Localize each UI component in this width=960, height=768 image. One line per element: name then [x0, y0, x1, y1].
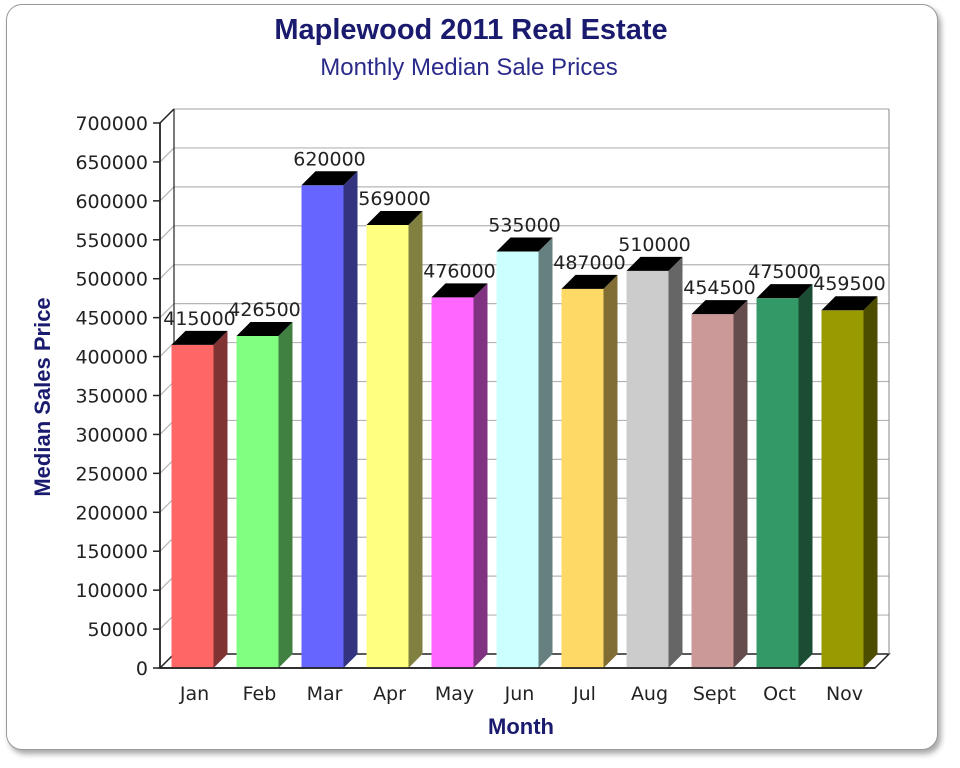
y-tick-label: 550000 — [75, 230, 148, 252]
x-tick-label: Jan — [179, 683, 209, 705]
bar-top — [561, 274, 618, 289]
bar-aug — [626, 270, 669, 668]
gridline-slant — [159, 186, 175, 202]
x-tick-label: Sept — [693, 683, 736, 705]
bar-sept — [691, 314, 734, 668]
gridline-slant — [159, 303, 175, 319]
bar-top — [171, 330, 228, 345]
data-label: 535000 — [488, 214, 561, 236]
bar-side — [343, 171, 358, 669]
bar-side — [863, 296, 878, 668]
x-tick-label: Apr — [373, 683, 406, 705]
y-tick-label: 250000 — [75, 463, 148, 485]
gridline-slant — [159, 264, 175, 280]
x-tick-label: May — [435, 683, 474, 705]
data-label: 426500 — [228, 299, 301, 321]
bar-feb — [236, 335, 279, 668]
x-tick-label: Feb — [243, 683, 277, 705]
bar-nov — [821, 310, 864, 668]
bar-top — [821, 296, 878, 311]
bar-side — [473, 283, 488, 668]
x-tick-label: Jul — [572, 683, 596, 705]
y-tick-label: 500000 — [75, 269, 148, 291]
bar-top — [496, 237, 553, 252]
bar-top — [626, 256, 683, 271]
bar-side — [603, 274, 618, 668]
y-axis-title: Median Sales Price — [30, 297, 55, 496]
y-tick-label: 400000 — [75, 347, 148, 369]
bar-jun — [496, 251, 539, 668]
y-tick-label: 350000 — [75, 386, 148, 408]
data-label: 459500 — [813, 273, 886, 295]
bar-may — [431, 297, 474, 668]
bar-jan — [171, 344, 214, 668]
bar-top — [756, 284, 813, 299]
bar-apr — [366, 224, 409, 668]
y-tick-label: 650000 — [75, 152, 148, 174]
chart-subtitle: Monthly Median Sale Prices — [320, 54, 617, 81]
bar-side — [733, 300, 748, 668]
x-tick-label: Aug — [631, 683, 668, 705]
y-tick-label: 50000 — [88, 619, 148, 641]
data-label: 510000 — [618, 234, 691, 256]
bar-side — [408, 210, 423, 668]
bar-top — [301, 171, 358, 186]
y-tick-label: 0 — [136, 658, 148, 680]
y-tick-label: 450000 — [75, 308, 148, 330]
y-axis-top-slant — [159, 108, 175, 124]
gridline-slant — [159, 147, 175, 163]
bar-top — [236, 321, 293, 336]
y-tick-label: 150000 — [75, 541, 148, 563]
bar-top — [431, 283, 488, 298]
y-tick-label: 200000 — [75, 502, 148, 524]
bar-side — [538, 237, 553, 668]
bar-side — [798, 284, 813, 668]
data-label: 487000 — [553, 252, 626, 274]
data-label: 454500 — [683, 277, 756, 299]
bar-top — [691, 300, 748, 315]
y-tick-label: 700000 — [75, 113, 148, 135]
x-tick-label: Jun — [504, 683, 535, 705]
bar-oct — [756, 298, 799, 668]
bar-side — [213, 330, 228, 668]
data-label: 476000 — [423, 260, 496, 282]
data-label: 569000 — [358, 188, 431, 210]
gridline-slant — [159, 225, 175, 241]
y-tick-label: 300000 — [75, 424, 148, 446]
x-tick-label: Mar — [307, 683, 343, 705]
bar-mar — [301, 185, 344, 669]
data-label: 620000 — [293, 148, 366, 170]
x-axis-title: Month — [488, 714, 554, 739]
bar-jul — [561, 288, 604, 668]
y-tick-label: 100000 — [75, 580, 148, 602]
bar-side — [668, 256, 683, 668]
x-tick-label: Oct — [763, 683, 796, 705]
plot-area: 0 50000 100000 150000 200000 250000 300000 3500… — [75, 108, 891, 705]
data-label: 415000 — [163, 308, 236, 330]
chart-title: Maplewood 2011 Real Estate — [274, 14, 667, 46]
x-tick-label: Nov — [826, 683, 863, 705]
y-tick-label: 600000 — [75, 191, 148, 213]
bar-top — [366, 210, 423, 225]
bar-side — [278, 321, 293, 668]
data-label: 475000 — [748, 261, 821, 283]
